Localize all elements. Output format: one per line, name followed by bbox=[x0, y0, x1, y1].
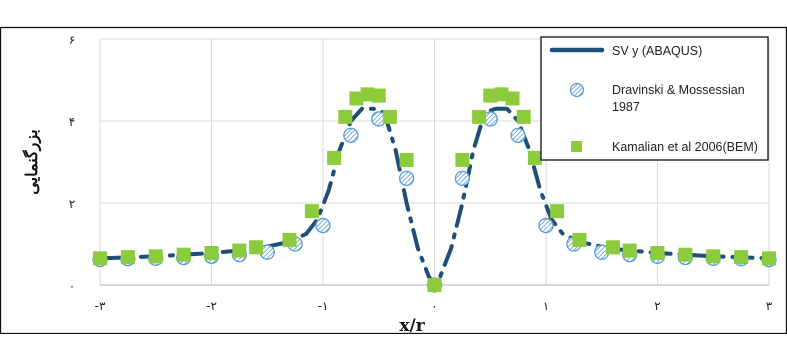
kamalian-point bbox=[327, 150, 342, 165]
kamalian-point bbox=[176, 247, 191, 262]
kamalian-point bbox=[678, 247, 693, 262]
series-layer bbox=[92, 87, 777, 293]
dravinski-point bbox=[510, 127, 526, 144]
kamalian-point bbox=[120, 250, 135, 265]
kamalian-point bbox=[148, 249, 163, 264]
x-axis-title: x/r bbox=[399, 316, 425, 334]
dravinski-point bbox=[343, 127, 359, 144]
x-tick-label: -۲ bbox=[206, 299, 217, 313]
x-tick-label: -۳ bbox=[95, 299, 106, 313]
kamalian-point bbox=[360, 87, 375, 102]
kamalian-point bbox=[304, 204, 319, 219]
kamalian-point bbox=[232, 243, 247, 258]
kamalian-point bbox=[93, 251, 107, 266]
kamalian-point bbox=[282, 232, 297, 247]
legend-label-kamalian: Kamalian et al 2006(BEM) bbox=[612, 140, 758, 154]
legend: SV y (ABAQUS) Dravinski & Mossessian 198… bbox=[540, 36, 769, 161]
kamalian-point bbox=[338, 109, 353, 124]
kamalian-point bbox=[349, 91, 364, 106]
kamalian-point bbox=[371, 88, 386, 103]
dravinski-point bbox=[538, 217, 554, 234]
kamalian-point bbox=[505, 91, 520, 106]
tick-labels: -۳ -۲ -۱ ۰ ۱ ۲ ۳ ۰ ۲ ۴ ۶ bbox=[69, 33, 773, 313]
legend-box bbox=[540, 36, 769, 161]
x-tick-label: ۳ bbox=[766, 299, 773, 313]
kamalian-point bbox=[605, 240, 620, 255]
kamalian-point bbox=[572, 232, 587, 247]
kamalian-point bbox=[427, 278, 442, 292]
y-axis-title: بزرگنمایی bbox=[22, 129, 42, 194]
y-tick-label: ۰ bbox=[69, 279, 75, 293]
dravinski-point bbox=[398, 170, 415, 187]
legend-label-dravinski: Dravinski & Mossessian 1987 bbox=[612, 83, 748, 114]
y-tick-label: ۴ bbox=[69, 115, 75, 129]
kamalian-point bbox=[472, 109, 487, 124]
kamalian-point bbox=[762, 251, 776, 266]
kamalian-point bbox=[249, 240, 264, 255]
kamalian-point bbox=[483, 88, 498, 103]
kamalian-point bbox=[734, 250, 749, 265]
kamalian-point bbox=[550, 204, 565, 219]
kamalian-point bbox=[516, 109, 531, 124]
x-tick-label: ۲ bbox=[654, 299, 660, 313]
y-tick-label: ۲ bbox=[69, 197, 75, 211]
legend-label-abaqus: SV y (ABAQUS) bbox=[612, 44, 702, 58]
kamalian-point bbox=[399, 152, 414, 167]
legend-square-swatch bbox=[571, 141, 582, 152]
grid-lines bbox=[99, 38, 770, 286]
kamalian-point bbox=[382, 109, 397, 124]
dravinski-point bbox=[454, 170, 471, 187]
legend-label-dravinski-line2: 1987 bbox=[612, 100, 640, 114]
x-tick-label: ۱ bbox=[543, 299, 549, 313]
legend-label-dravinski-line1: Dravinski & Mossessian bbox=[612, 83, 745, 97]
x-tick-label: -۱ bbox=[318, 299, 329, 313]
legend-circle-swatch bbox=[569, 82, 585, 98]
kamalian-point bbox=[622, 243, 637, 258]
kamalian-point bbox=[494, 87, 509, 102]
kamalian-point bbox=[455, 152, 470, 167]
kamalian-point bbox=[706, 249, 721, 264]
y-tick-label: ۶ bbox=[69, 33, 75, 47]
kamalian-point bbox=[527, 150, 542, 165]
kamalian-point bbox=[204, 246, 219, 261]
x-tick-label: ۰ bbox=[431, 299, 437, 313]
kamalian-point bbox=[650, 246, 665, 261]
dravinski-point bbox=[315, 217, 331, 234]
